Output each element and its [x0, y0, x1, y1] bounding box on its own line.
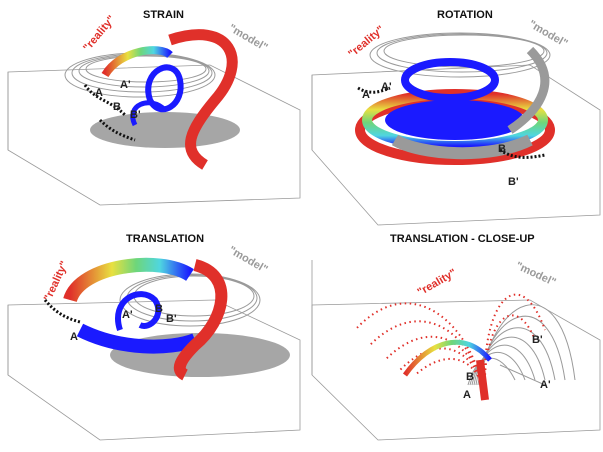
model-sheet [391, 134, 533, 160]
dotted-trajectory [83, 84, 127, 117]
inner-trajectory [115, 291, 162, 331]
dotted-trajectory [43, 299, 81, 324]
reality-endpoint [476, 359, 489, 401]
panel-title: STRAIN [143, 9, 184, 21]
point-b-prime: B' [166, 313, 177, 325]
model-label: "model" [227, 244, 270, 276]
point-b-prime: B' [532, 334, 543, 346]
model-trajectories [369, 32, 551, 78]
panel-title: ROTATION [437, 9, 493, 21]
point-b: B [113, 101, 121, 113]
reality-label: "reality" [416, 267, 459, 299]
model-trajectories [119, 273, 261, 327]
point-a: A [463, 389, 471, 401]
inner-sheet [76, 323, 198, 354]
reality-band [402, 339, 492, 377]
panel-title: TRANSLATION [126, 233, 204, 245]
reality-trajectory [173, 259, 228, 381]
point-a-prime: A' [122, 309, 133, 321]
point-a: A [95, 87, 103, 99]
reality-label: "reality" [81, 13, 118, 54]
reality-band [101, 46, 173, 78]
panel-strain: STRAIN "reality" "model" A A' B B' [7, 9, 301, 206]
reality-trajectory [168, 29, 238, 170]
point-a-prime: A' [381, 81, 392, 93]
dotted-trajectory [357, 86, 391, 94]
point-a: A [362, 89, 370, 101]
reality-band [63, 257, 194, 303]
point-b: B [498, 143, 506, 155]
point-b-prime: B' [130, 109, 141, 121]
point-b: B [155, 303, 163, 315]
panel-translation-close-up: TRANSLATION - CLOSE-UP "reality" "model"… [311, 233, 601, 441]
point-a-prime: A' [120, 79, 131, 91]
inner-sheet [385, 100, 525, 140]
dotted-trajectory-lower [98, 118, 136, 142]
point-b: B [466, 371, 474, 383]
model-label: "model" [514, 260, 558, 289]
dotted-trajectory-lower [499, 148, 546, 159]
point-a-prime: A' [540, 379, 551, 391]
point-a: A [70, 331, 78, 343]
model-loop [507, 46, 550, 134]
reality-label: "reality" [346, 24, 387, 61]
inner-trajectory [401, 58, 499, 102]
point-b-prime: B' [508, 176, 519, 188]
panel-rotation: ROTATION "reality" "model" A A' B B' [311, 9, 601, 226]
model-label: "model" [527, 18, 570, 50]
inner-trajectory-lower [130, 100, 167, 127]
panel-translation: TRANSLATION "reality" "model" A A' B B' [7, 233, 301, 441]
panel-title: TRANSLATION - CLOSE-UP [390, 233, 535, 245]
